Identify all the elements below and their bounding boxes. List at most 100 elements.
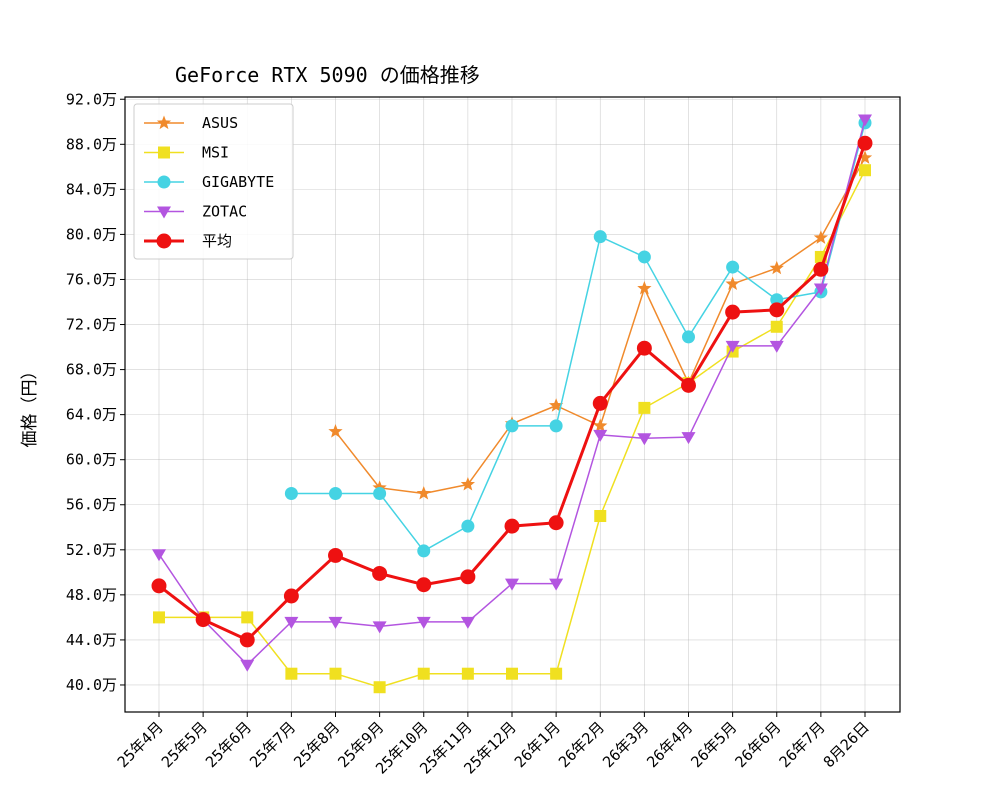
y-tick-label: 92.0万: [66, 90, 117, 108]
data-point: [460, 569, 476, 585]
series-1: [153, 164, 871, 694]
y-axis-ticks: 40.0万 44.0万 48.0万 52.0万 56.0万 60.0万 64.0万 68.0万…: [66, 90, 125, 694]
x-tick-label: 26年7月: [776, 718, 829, 771]
data-point: [460, 476, 476, 491]
y-tick-label: 52.0万: [66, 541, 117, 559]
x-tick-label: 26年5月: [687, 718, 740, 771]
data-point: [372, 621, 387, 634]
data-point: [548, 398, 564, 412]
data-point: [593, 429, 608, 442]
data-point: [592, 395, 608, 411]
legend-label: ASUS: [202, 114, 238, 132]
y-tick-label: 56.0万: [66, 496, 117, 514]
legend-marker: [158, 146, 170, 159]
legend-label: MSI: [202, 144, 229, 162]
data-point: [241, 611, 254, 624]
data-point: [813, 230, 829, 244]
y-tick-label: 48.0万: [66, 586, 117, 604]
legend-label: 平均: [202, 232, 232, 250]
data-point: [373, 486, 387, 500]
legend-item: 平均: [144, 232, 232, 250]
data-point: [637, 280, 652, 295]
legend-item: ZOTAC: [144, 203, 247, 221]
data-point: [153, 611, 165, 624]
legend-label: GIGABYTE: [202, 173, 274, 191]
data-point: [460, 616, 475, 629]
data-point: [417, 544, 431, 558]
y-tick-label: 80.0万: [66, 225, 117, 243]
data-point: [329, 667, 342, 680]
data-point: [151, 578, 167, 594]
data-point: [285, 667, 298, 680]
data-point: [769, 260, 784, 275]
data-point: [505, 578, 519, 591]
data-point: [505, 419, 519, 433]
data-point: [593, 418, 608, 432]
data-point: [328, 547, 343, 563]
x-tick-label: 25年7月: [246, 718, 299, 771]
data-point: [239, 632, 255, 648]
data-point: [372, 565, 388, 581]
x-tick-label: 26年3月: [599, 718, 652, 771]
data-point: [152, 549, 166, 562]
grid-lines: [125, 97, 900, 712]
data-point: [461, 519, 475, 533]
y-tick-label: 88.0万: [66, 135, 117, 153]
data-point: [770, 293, 784, 307]
legend-marker: [156, 115, 172, 130]
data-point: [725, 340, 740, 353]
y-axis-label: 価格（円）: [20, 363, 40, 448]
data-point: [548, 515, 564, 531]
y-tick-label: 72.0万: [66, 316, 117, 334]
data-point: [681, 377, 696, 393]
data-point: [682, 330, 695, 344]
data-point: [638, 401, 651, 414]
data-point: [769, 340, 784, 353]
data-point: [417, 667, 430, 680]
y-tick-label: 68.0万: [66, 361, 117, 379]
legend-item: ASUS: [144, 114, 238, 132]
data-point: [813, 283, 828, 296]
x-tick-label: 25年4月: [114, 718, 167, 771]
data-point: [813, 261, 829, 277]
y-tick-label: 76.0万: [66, 270, 117, 288]
x-tick-label: 26年4月: [643, 718, 696, 771]
y-tick-label: 64.0万: [66, 406, 117, 424]
legend: ASUS MSI GIGABYTE ZOTAC 平均: [133, 103, 294, 260]
data-point: [328, 616, 343, 629]
legend-marker: [156, 233, 172, 249]
data-point: [195, 612, 211, 628]
data-point: [636, 340, 652, 356]
data-point: [283, 588, 299, 604]
data-point: [416, 616, 431, 629]
data-point: [329, 486, 342, 500]
data-point: [681, 432, 696, 445]
data-point: [550, 667, 563, 680]
x-tick-label: 26年6月: [731, 718, 784, 771]
chart-title: GeForce RTX 5090 の価格推移: [175, 63, 480, 87]
series-lines: [151, 114, 873, 694]
series-3: [152, 114, 872, 672]
y-tick-label: 40.0万: [66, 676, 117, 694]
x-tick-label: 25年5月: [158, 718, 211, 771]
data-point: [549, 419, 563, 433]
data-point: [284, 486, 298, 500]
legend-marker: [157, 175, 171, 189]
data-point: [416, 577, 432, 593]
data-point: [726, 260, 740, 274]
series-4: [151, 135, 873, 648]
data-point: [637, 433, 652, 446]
x-tick-label: 25年8月: [290, 718, 343, 771]
legend-label: ZOTAC: [202, 203, 247, 221]
data-point: [504, 518, 520, 534]
data-point: [506, 667, 518, 680]
data-point: [549, 578, 564, 591]
y-tick-label: 44.0万: [66, 631, 117, 649]
legend-item: GIGABYTE: [144, 173, 274, 191]
data-point: [857, 150, 873, 164]
data-point: [461, 667, 474, 680]
y-tick-label: 84.0万: [66, 180, 117, 198]
x-axis-ticks: 25年4月25年5月25年6月25年7月25年8月25年9月25年10月25年1…: [114, 712, 873, 778]
data-point: [858, 114, 872, 127]
